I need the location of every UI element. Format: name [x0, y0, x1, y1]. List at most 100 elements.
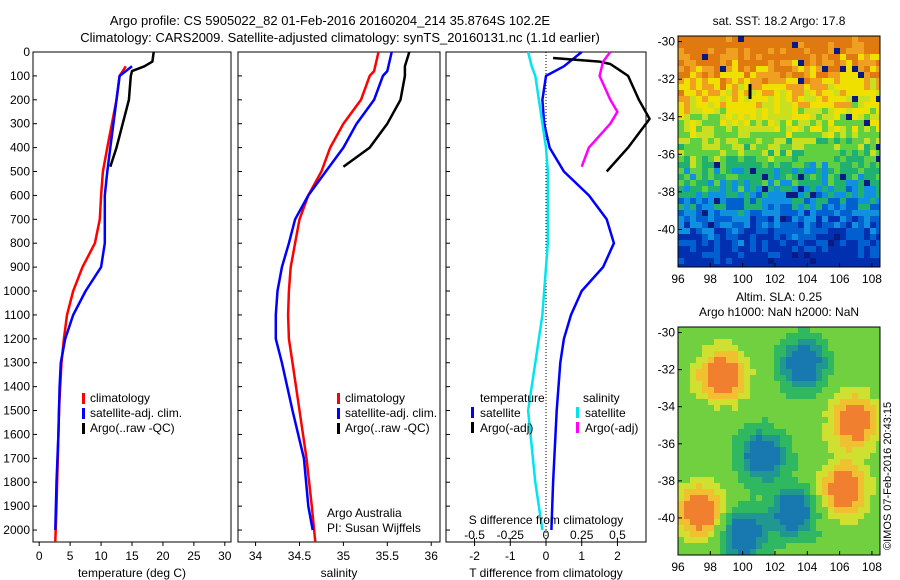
heatmap-cell: [702, 399, 708, 405]
heatmap-cell: [804, 90, 810, 96]
series-line-3: [526, 51, 550, 531]
heatmap-cell: [708, 78, 714, 84]
heatmap-cell: [786, 543, 792, 549]
heatmap-cell: [744, 483, 750, 489]
heatmap-cell: [720, 471, 726, 477]
heatmap-cell: [852, 537, 858, 543]
heatmap-cell: [822, 222, 828, 228]
heatmap-cell: [822, 477, 828, 483]
heatmap-cell: [780, 351, 786, 357]
heatmap-cell: [876, 417, 882, 423]
heatmap-cell: [840, 144, 846, 150]
heatmap-cell: [846, 327, 852, 333]
heatmap-cell: [696, 393, 702, 399]
heatmap-cell: [768, 198, 774, 204]
heatmap-cell: [690, 417, 696, 423]
heatmap-cell: [738, 459, 744, 465]
heatmap-cell: [684, 54, 690, 60]
heatmap-cell: [750, 345, 756, 351]
heatmap-cell: [732, 381, 738, 387]
heatmap-cell: [684, 240, 690, 246]
heatmap-cell: [702, 543, 708, 549]
heatmap-cell: [870, 54, 876, 60]
heatmap-cell: [846, 417, 852, 423]
heatmap-cell: [756, 114, 762, 120]
heatmap-cell: [762, 150, 768, 156]
heatmap-cell: [840, 507, 846, 513]
heatmap-cell: [792, 513, 798, 519]
heatmap-cell: [750, 471, 756, 477]
heatmap-cell: [828, 501, 834, 507]
heatmap-cell: [798, 48, 804, 54]
heatmap-cell: [732, 138, 738, 144]
heatmap-cell: [828, 228, 834, 234]
heatmap-cell: [678, 258, 684, 264]
heatmap-cell: [774, 543, 780, 549]
heatmap-cell: [798, 423, 804, 429]
heatmap-cell: [768, 222, 774, 228]
heatmap-cell: [804, 357, 810, 363]
heatmap-cell: [690, 537, 696, 543]
heatmap-cell: [876, 381, 882, 387]
heatmap-cell: [732, 531, 738, 537]
heatmap-cell: [840, 429, 846, 435]
heatmap-cell: [678, 543, 684, 549]
heatmap-cell: [858, 399, 864, 405]
heatmap-cell: [822, 537, 828, 543]
heatmap-cell: [816, 234, 822, 240]
heatmap-cell: [864, 198, 870, 204]
heatmap-cell: [816, 144, 822, 150]
x-tick-label: 34: [249, 549, 263, 563]
heatmap-cell: [864, 513, 870, 519]
heatmap-cell: [828, 387, 834, 393]
map-y-tick-label: -40: [658, 511, 676, 525]
heatmap-cell: [798, 234, 804, 240]
heatmap-cell: [708, 138, 714, 144]
heatmap-cell: [678, 222, 684, 228]
heatmap-cell: [684, 339, 690, 345]
heatmap-cell: [864, 138, 870, 144]
heatmap-cell: [804, 234, 810, 240]
x-tick-label: 0: [36, 549, 43, 563]
heatmap-cell: [744, 417, 750, 423]
heatmap-cell: [756, 126, 762, 132]
heatmap-cell: [762, 168, 768, 174]
heatmap-cell: [732, 192, 738, 198]
heatmap-cell: [726, 204, 732, 210]
y-tick-label: 1300: [3, 356, 30, 370]
heatmap-cell: [678, 36, 684, 42]
heatmap-cell: [792, 72, 798, 78]
heatmap-cell: [774, 246, 780, 252]
heatmap-cell: [822, 102, 828, 108]
heatmap-cell: [864, 174, 870, 180]
heatmap-cell: [768, 234, 774, 240]
heatmap-cell: [684, 246, 690, 252]
heatmap-cell: [678, 198, 684, 204]
heatmap-cell: [786, 228, 792, 234]
heatmap-cell: [870, 399, 876, 405]
heatmap-cell: [816, 36, 822, 42]
heatmap-cell: [750, 192, 756, 198]
heatmap-cell: [738, 381, 744, 387]
heatmap-cell: [738, 429, 744, 435]
heatmap-cell: [810, 252, 816, 258]
heatmap-cell: [774, 252, 780, 258]
heatmap-cell: [720, 417, 726, 423]
heatmap-cell: [780, 357, 786, 363]
heatmap-cell: [822, 501, 828, 507]
heatmap-cell: [798, 363, 804, 369]
heatmap-cell: [834, 96, 840, 102]
heatmap-cell: [714, 192, 720, 198]
heatmap-cell: [840, 537, 846, 543]
heatmap-cell: [774, 42, 780, 48]
heatmap-cell: [690, 66, 696, 72]
heatmap-cell: [864, 471, 870, 477]
heatmap-cell: [738, 84, 744, 90]
heatmap-cell: [858, 507, 864, 513]
heatmap-cell: [870, 114, 876, 120]
heatmap-cell: [738, 222, 744, 228]
heatmap-cell: [840, 423, 846, 429]
heatmap-cell: [870, 240, 876, 246]
heatmap-cell: [840, 108, 846, 114]
heatmap-cell: [750, 234, 756, 240]
